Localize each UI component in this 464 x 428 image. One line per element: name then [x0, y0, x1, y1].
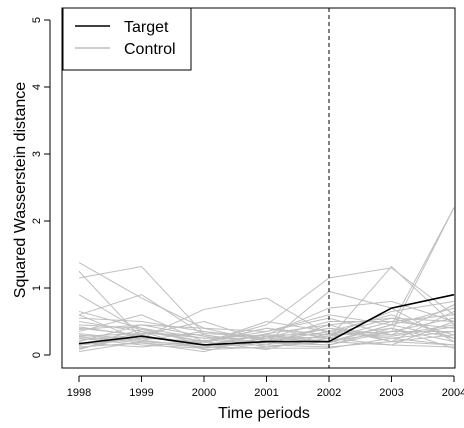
target-series-group [78, 293, 455, 346]
legend-box [62, 7, 192, 71]
y-tick-label: 2 [31, 218, 43, 224]
x-axis: 1998 1999 2000 2001 2002 2003 2004 [67, 375, 464, 399]
control-series-line-28 [78, 314, 455, 348]
legend-label-target: Target [124, 19, 169, 36]
y-tick-label: 1 [31, 285, 43, 291]
x-tick-label: 2002 [317, 387, 341, 399]
control-series-line-14 [78, 317, 455, 346]
y-tick-label: 0 [31, 352, 43, 358]
y-tick-label: 3 [31, 151, 43, 157]
x-tick-label: 1998 [67, 387, 91, 399]
x-tick-label: 2001 [254, 387, 278, 399]
y-axis-title: Squared Wasserstein distance [12, 82, 29, 299]
control-series-line-19 [78, 321, 455, 339]
x-axis-title: Time periods [218, 405, 310, 422]
legend-label-control: Control [124, 41, 176, 58]
control-series-line-23 [78, 331, 454, 348]
y-axis: 0 1 2 3 4 5 [31, 17, 51, 358]
y-tick-label: 5 [31, 17, 43, 23]
legend: Target Control [62, 7, 192, 71]
control-series-line-27 [78, 326, 455, 351]
control-series-group [78, 207, 455, 353]
x-tick-label: 2004 [442, 387, 464, 399]
control-series-line-26 [78, 324, 455, 353]
x-tick-label: 2000 [192, 387, 216, 399]
x-tick-label: 1999 [129, 387, 153, 399]
plot-frame [61, 7, 456, 369]
x-tick-label: 2003 [379, 387, 403, 399]
y-tick-label: 4 [31, 84, 43, 90]
target-series-line [78, 293, 455, 346]
control-series-line-1 [78, 207, 455, 333]
control-series-line-25 [78, 324, 455, 348]
